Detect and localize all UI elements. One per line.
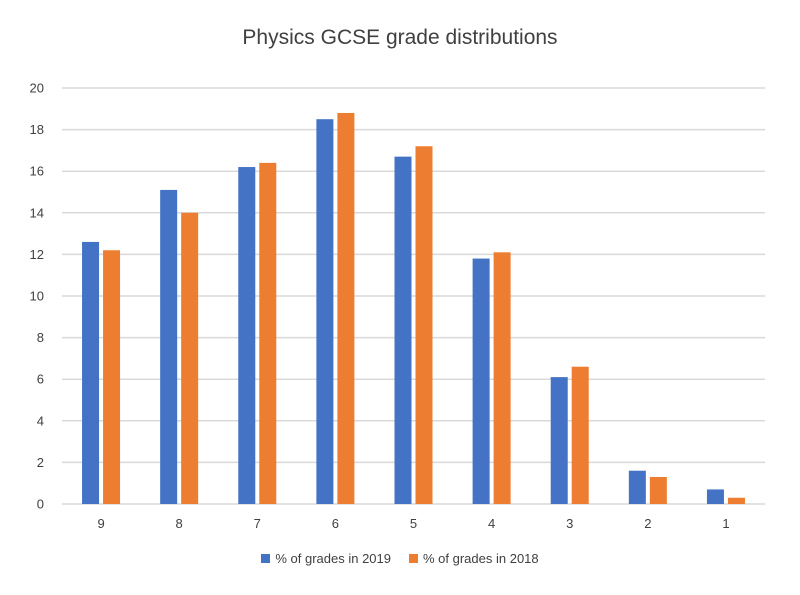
x-tick-label: 5 <box>410 516 417 531</box>
bar-2019-grade-6 <box>316 119 334 504</box>
y-axis-ticks: 0 2 4 6 8 10 12 14 16 18 20 <box>30 81 44 512</box>
y-tick-label: 14 <box>30 205 44 220</box>
y-tick-label: 8 <box>37 330 44 345</box>
y-tick-label: 20 <box>30 81 44 96</box>
bar-2018-grade-7 <box>259 162 277 504</box>
x-tick-label: 7 <box>254 516 261 531</box>
y-tick-label: 4 <box>37 413 44 428</box>
bars <box>82 112 745 505</box>
bar-2019-grade-4 <box>472 258 490 504</box>
legend-swatch-2018 <box>409 554 418 563</box>
bar-2018-grade-3 <box>571 366 589 504</box>
bar-2018-grade-4 <box>493 252 511 504</box>
chart-title: Physics GCSE grade distributions <box>242 26 558 49</box>
gridlines <box>62 87 765 505</box>
x-tick-label: 4 <box>488 516 495 531</box>
x-tick-label: 9 <box>97 516 104 531</box>
bar-2019-grade-3 <box>550 377 568 504</box>
bar-2019-grade-1 <box>706 489 724 504</box>
bar-2019-grade-7 <box>238 167 256 505</box>
legend-label-2018: % of grades in 2018 <box>423 551 539 566</box>
legend-item-2019: % of grades in 2019 <box>261 551 391 566</box>
bar-2018-grade-9 <box>103 250 121 504</box>
legend: % of grades in 2019 % of grades in 2018 <box>0 551 800 566</box>
x-tick-label: 8 <box>176 516 183 531</box>
x-tick-label: 6 <box>332 516 339 531</box>
x-tick-label: 2 <box>644 516 651 531</box>
y-tick-label: 0 <box>37 497 44 512</box>
bar-2018-grade-8 <box>181 212 199 505</box>
legend-label-2019: % of grades in 2019 <box>275 551 391 566</box>
bar-2018-grade-1 <box>727 497 745 504</box>
bar-2019-grade-5 <box>394 156 412 504</box>
legend-item-2018: % of grades in 2018 <box>409 551 539 566</box>
x-axis-ticks: 9 8 7 6 5 4 3 2 1 <box>97 516 729 531</box>
legend-swatch-2019 <box>261 554 271 563</box>
x-tick-label: 3 <box>566 516 573 531</box>
y-tick-label: 12 <box>30 247 44 262</box>
y-tick-label: 16 <box>30 164 44 179</box>
bar-2018-grade-2 <box>649 476 667 504</box>
y-tick-label: 18 <box>30 122 44 137</box>
y-tick-label: 2 <box>37 455 44 470</box>
bar-2018-grade-6 <box>337 112 355 505</box>
y-tick-label: 6 <box>37 372 44 387</box>
bar-2019-grade-8 <box>160 189 178 505</box>
x-tick-label: 1 <box>722 516 729 531</box>
bar-2019-grade-2 <box>628 470 646 504</box>
y-tick-label: 10 <box>30 289 44 304</box>
bar-2018-grade-5 <box>415 146 433 505</box>
bar-2019-grade-9 <box>82 241 100 505</box>
